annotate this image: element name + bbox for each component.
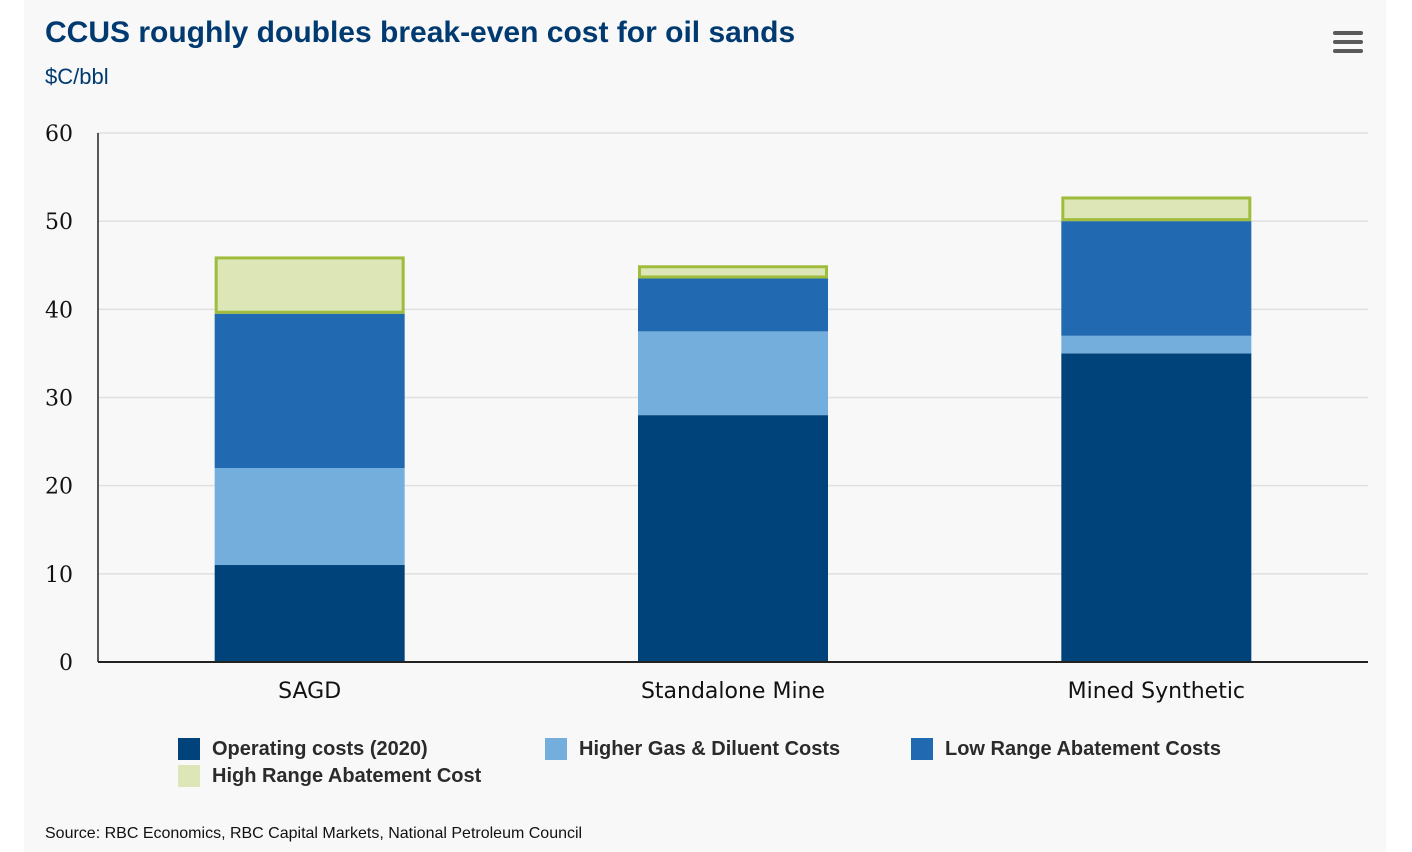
legend-label: Low Range Abatement Costs [945,737,1221,760]
y-tick-label: 0 [59,651,73,676]
legend-item-higher-gas-diluent-costs[interactable]: Higher Gas & Diluent Costs [545,736,840,762]
chart-subtitle: $C/bbl [45,64,109,89]
chart-title: CCUS roughly doubles break-even cost for… [45,16,796,49]
hamburger-menu-icon[interactable] [1330,28,1366,58]
legend-item-low-range-abatement-costs[interactable]: Low Range Abatement Costs [911,736,1221,762]
bar-segment[interactable] [1061,353,1252,662]
x-category-label: Mined Synthetic [1068,679,1245,704]
bar-segment[interactable] [214,468,405,566]
legend-label: Higher Gas & Diluent Costs [579,737,841,760]
bar-segment[interactable] [638,265,828,279]
bar-segment[interactable] [214,313,405,469]
bar-segment[interactable] [214,565,405,662]
bar-segment[interactable] [1061,221,1252,336]
legend-label: Operating costs (2020) [212,737,428,760]
legend-swatch [911,738,933,760]
bar-segment[interactable] [638,278,828,332]
legend-item-operating-costs[interactable]: Operating costs (2020) [178,736,428,762]
axes: 0 10 20 30 40 50 60 SAGD Standalone Mine Mined Sy… [45,122,1368,704]
bar-segment[interactable] [1061,335,1252,354]
legend: Operating costs (2020) Higher Gas & Dilu… [178,736,1298,796]
y-tick-label: 10 [45,563,73,588]
x-category-label: Standalone Mine [641,679,825,704]
legend-item-high-range-abatement-cost[interactable]: High Range Abatement Cost [178,763,481,789]
legend-swatch [178,738,200,760]
y-tick-label: 20 [45,475,73,500]
bar-segment[interactable] [638,331,828,416]
legend-label: High Range Abatement Cost [212,764,482,787]
y-tick-label: 60 [45,122,73,147]
bar-segment[interactable] [214,256,405,314]
bar-segment[interactable] [1061,196,1252,222]
source-note: Source: RBC Economics, RBC Capital Marke… [45,825,583,842]
legend-swatch [545,738,567,760]
y-tick-label: 50 [45,210,73,235]
y-tick-label: 40 [45,298,73,323]
x-category-label: SAGD [278,679,341,704]
bars [214,196,1252,662]
bar-segment[interactable] [638,415,828,662]
legend-swatch [178,765,200,787]
y-tick-label: 30 [45,387,73,412]
